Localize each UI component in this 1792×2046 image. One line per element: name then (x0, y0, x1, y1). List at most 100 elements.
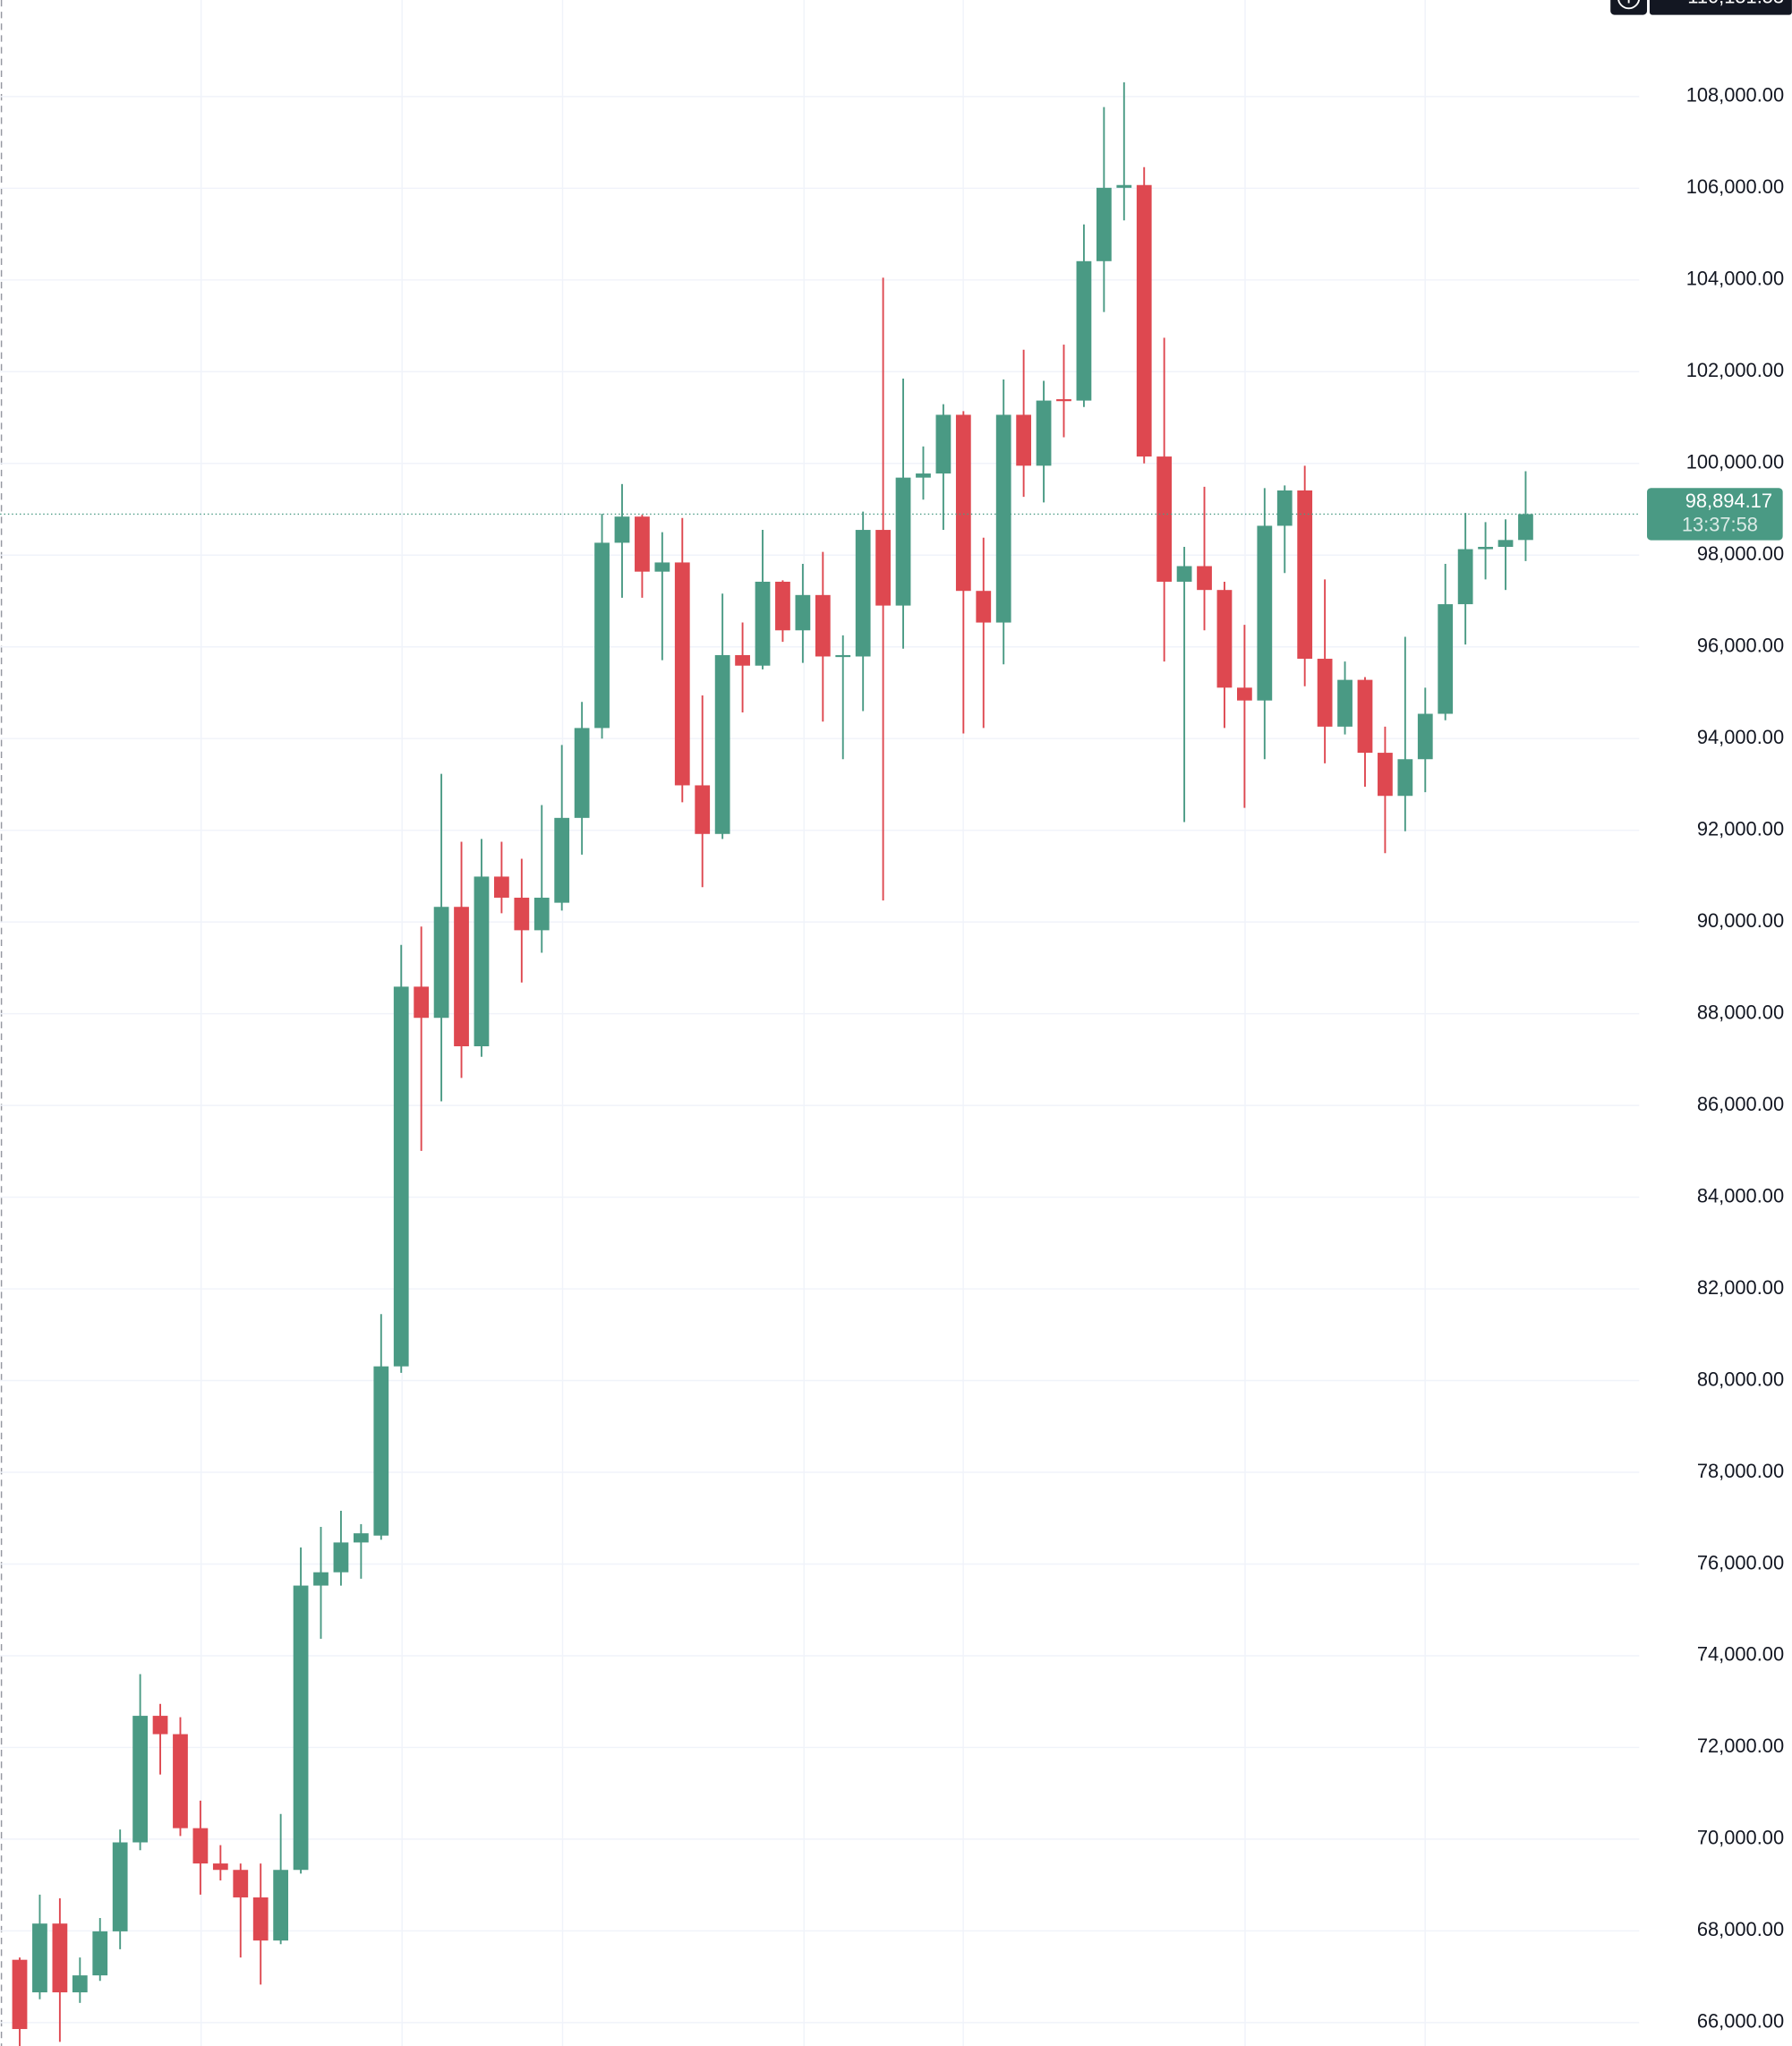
candle-body (654, 562, 670, 572)
candle-body (1417, 713, 1433, 760)
y-tick-label: 92,000.00 (1697, 817, 1784, 840)
candle-body (1457, 549, 1473, 605)
candle-body (895, 477, 911, 606)
candles (12, 81, 1533, 2046)
candle-body (12, 1959, 28, 2030)
candle-body (795, 594, 811, 631)
candle-body (1237, 687, 1252, 701)
candle-body (353, 1533, 369, 1543)
candle-body (1276, 490, 1293, 526)
y-tick-label: 106,000.00 (1686, 175, 1784, 198)
candle-body (594, 542, 610, 729)
countdown: 13:37:58 (1682, 513, 1758, 535)
candle-body (1297, 490, 1313, 660)
candle-body (393, 986, 409, 1367)
candle-body (293, 1585, 309, 1871)
y-tick-label: 66,000.00 (1697, 2010, 1784, 2033)
y-tick-label: 84,000.00 (1697, 1184, 1784, 1206)
y-tick-label: 80,000.00 (1697, 1368, 1784, 1390)
y-tick-label: 78,000.00 (1697, 1460, 1784, 1482)
candle-body (1478, 547, 1493, 550)
candle-body (875, 530, 891, 606)
y-tick-label: 74,000.00 (1697, 1643, 1784, 1666)
y-tick-label: 98,000.00 (1697, 542, 1784, 565)
candle-body (635, 516, 650, 572)
y-tick-label: 94,000.00 (1697, 726, 1784, 748)
candle-body (1016, 414, 1032, 466)
candle-body (1357, 679, 1373, 754)
y-tick-label: 88,000.00 (1697, 1001, 1784, 1023)
candle-body (1378, 753, 1393, 797)
candle-body (273, 1870, 289, 1941)
crosshair-price-label: 110,151.53 (1687, 0, 1784, 7)
candle-body (252, 1897, 269, 1941)
candle-body (72, 1975, 88, 1993)
y-tick-label: 102,000.00 (1686, 359, 1784, 381)
candle-body (1096, 187, 1112, 261)
candle-body (1337, 679, 1353, 727)
time-grid (200, 0, 1426, 2046)
y-tick-label: 96,000.00 (1697, 634, 1784, 656)
candle-body (835, 654, 851, 658)
candle-body (173, 1734, 188, 1829)
candle-body (1397, 759, 1413, 797)
candle-body (32, 1923, 47, 1993)
y-tick-label: 68,000.00 (1697, 1918, 1784, 1940)
y-tick-label: 76,000.00 (1697, 1551, 1784, 1573)
candle-body (92, 1931, 108, 1976)
candle-body (474, 876, 490, 1047)
candle-body (1438, 604, 1454, 714)
candle-body (1216, 590, 1233, 688)
candle-body (454, 907, 469, 1047)
candle-body (1518, 514, 1533, 541)
y-tick-label: 72,000.00 (1697, 1735, 1784, 1757)
candle-body (313, 1572, 329, 1586)
candle-body (433, 907, 449, 1019)
candle-body (935, 414, 951, 474)
candle-body (614, 516, 630, 543)
candle-body (1176, 566, 1192, 582)
candle-body (1136, 184, 1152, 457)
candle-body (1257, 525, 1273, 701)
y-tick-label: 108,000.00 (1686, 84, 1784, 107)
candle-body (132, 1716, 148, 1843)
candle-body (1116, 184, 1132, 188)
y-tick-label: 82,000.00 (1697, 1276, 1784, 1299)
candle-body (674, 562, 690, 786)
candle-body (735, 654, 750, 666)
candle-body (855, 530, 871, 657)
candle-body (995, 414, 1011, 623)
candle-body (1156, 456, 1173, 582)
candle-body (1317, 659, 1333, 727)
candle-body (1036, 400, 1052, 466)
candle-body (212, 1863, 228, 1871)
candle-body (916, 473, 931, 478)
y-tick-label: 70,000.00 (1697, 1827, 1784, 1849)
candle-body (815, 594, 831, 657)
candle-body (554, 817, 570, 903)
candle-body (574, 728, 590, 818)
last-price-label: 98,894.17 (1685, 490, 1772, 512)
candle-body (192, 1828, 209, 1864)
crosshair-price-box (1649, 0, 1792, 15)
candle-body (333, 1542, 349, 1573)
candle-body (233, 1870, 249, 1897)
candle-body (1197, 566, 1212, 591)
candle-body (695, 785, 711, 834)
crosshair-add-icon (1617, 0, 1640, 10)
candle-body (955, 414, 971, 592)
candle-body (373, 1366, 389, 1536)
candle-body (52, 1923, 68, 1993)
candle-body (1076, 260, 1092, 401)
price-axis: 66,000.00 68,000.00 70,000.00 72,000.00 74,0… (1686, 84, 1784, 2033)
y-tick-label: 86,000.00 (1697, 1093, 1784, 1115)
candle-body (775, 581, 790, 631)
y-tick-label: 90,000.00 (1697, 909, 1784, 932)
candle-body (112, 1842, 128, 1931)
last-price-box (1647, 488, 1783, 541)
candle-body (1056, 399, 1071, 402)
